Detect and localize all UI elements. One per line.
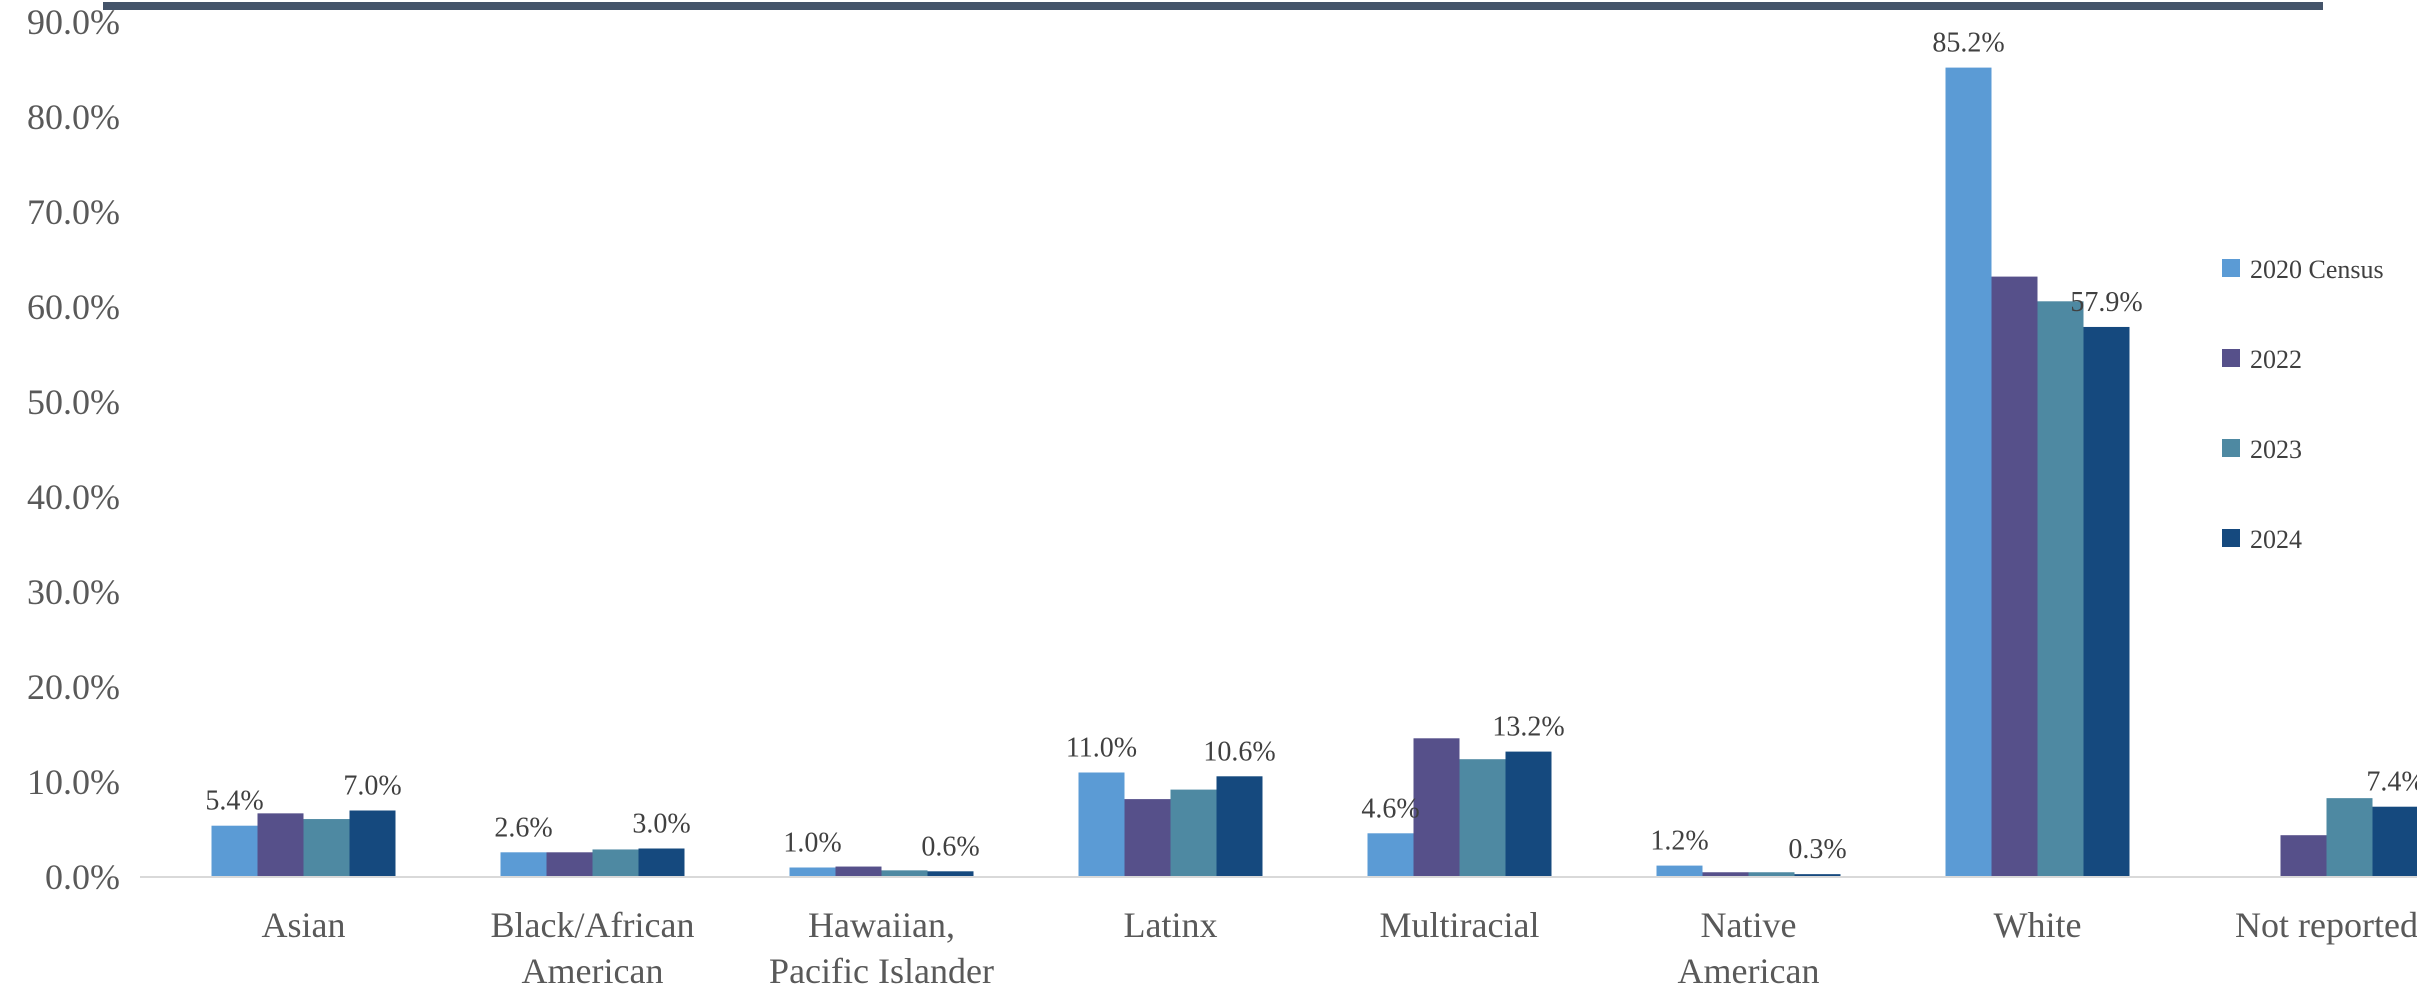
data-label: 7.4% [2366,767,2417,798]
bar [1992,277,2038,877]
bar [2373,807,2417,877]
data-label: 7.0% [343,771,401,802]
bar [501,852,547,877]
plot-area [212,68,2417,877]
x-tick-label: White [1994,905,2082,945]
y-tick-label: 20.0% [27,667,120,707]
bar [790,868,836,878]
data-label: 4.6% [1361,793,1419,824]
bar [1217,776,1263,877]
x-tick-label: Pacific Islander [769,951,994,987]
x-tick-label: Not reported [2235,905,2417,945]
bar [212,826,258,877]
data-label: 11.0% [1066,733,1137,764]
y-axis: 0.0% 10.0% 20.0% 30.0% 40.0% 50.0% 60.0% 70.0% 8… [27,2,120,897]
bar [2038,301,2084,877]
bar [1946,68,1992,877]
bar [258,813,304,877]
bar [1079,773,1125,878]
data-label: 3.0% [632,809,690,840]
data-label: 0.3% [1788,834,1846,865]
top-border-line [103,2,2323,10]
bar [1125,799,1171,877]
data-label: 1.0% [783,828,841,859]
bar [1171,790,1217,877]
legend-label: 2022 [2250,345,2302,374]
x-tick-label: Native [1701,905,1797,945]
legend-label: 2024 [2250,525,2302,554]
data-label: 2.6% [494,812,552,843]
y-tick-label: 40.0% [27,477,120,517]
bar [2281,835,2327,877]
data-label: 10.6% [1203,736,1275,767]
x-tick-label: Hawaiian, [808,905,955,945]
bar [304,819,350,877]
x-tick-label: Latinx [1124,905,1218,945]
bar [1368,833,1414,877]
bar [1460,759,1506,877]
y-tick-label: 30.0% [27,572,120,612]
x-tick-label: American [1678,951,1820,987]
y-tick-label: 10.0% [27,762,120,802]
bar [1414,738,1460,877]
data-label: 85.2% [1932,28,2004,59]
data-label: 0.6% [921,831,979,862]
bar [1657,866,1703,877]
data-label: 1.2% [1650,826,1708,857]
y-tick-label: 60.0% [27,287,120,327]
legend-label: 2023 [2250,435,2302,464]
x-tick-label: Multiracial [1380,905,1540,945]
y-tick-label: 50.0% [27,382,120,422]
y-tick-label: 70.0% [27,192,120,232]
x-tick-label: Asian [262,905,346,945]
data-label: 5.4% [205,786,263,817]
legend-swatch [2222,259,2240,277]
bar [593,849,639,877]
x-axis: Asian Black/African American Hawaiian, Pacif… [140,877,2417,987]
legend-label: 2020 Census [2250,255,2384,284]
legend-swatch [2222,529,2240,547]
legend: 2020 Census 2022 2023 2024 [2222,255,2384,554]
y-tick-label: 0.0% [45,857,120,897]
bar [1506,752,1552,877]
bar [2327,798,2373,877]
data-label: 57.9% [2070,287,2142,318]
top-rule [103,2,2323,10]
bar [350,811,396,878]
data-label: 13.2% [1492,712,1564,743]
bar [639,849,685,878]
y-tick-label: 80.0% [27,97,120,137]
x-tick-label: American [522,951,664,987]
bar [836,867,882,877]
bar [547,852,593,877]
y-tick-label: 90.0% [27,2,120,42]
legend-swatch [2222,439,2240,457]
legend-swatch [2222,349,2240,367]
bar [2084,327,2130,877]
x-tick-label: Black/African [491,905,695,945]
